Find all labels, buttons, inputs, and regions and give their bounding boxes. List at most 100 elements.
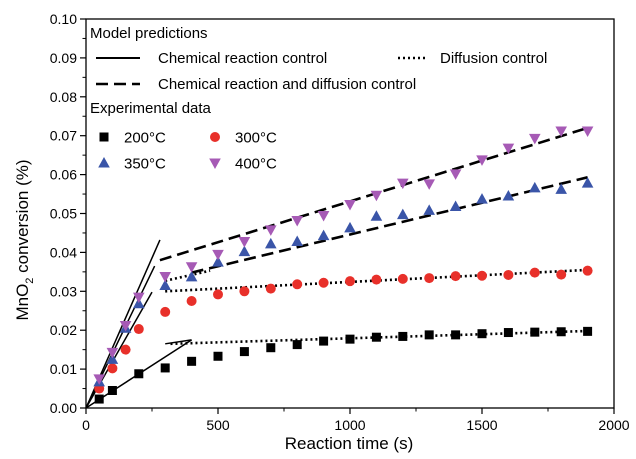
data-point (345, 276, 355, 287)
data-point (185, 262, 198, 273)
data-point (317, 210, 330, 222)
y-tick-label: 0.06 (50, 167, 77, 183)
data-point (450, 271, 461, 282)
data-point (529, 181, 541, 193)
data-point (582, 265, 593, 276)
y-tick-label: 0.09 (50, 50, 77, 66)
data-point (477, 270, 487, 281)
data-point (265, 237, 277, 249)
data-point (133, 324, 144, 335)
data-point (292, 340, 302, 350)
data-point (371, 332, 381, 342)
legend-series-label: 300°C (235, 130, 277, 147)
data-point (344, 221, 356, 233)
data-point (186, 296, 197, 307)
data-point (239, 286, 250, 297)
legend-series-label: 200°C (124, 130, 166, 147)
legend-model-heading: Model predictions (90, 25, 208, 42)
data-point (160, 306, 171, 317)
data-point (555, 126, 567, 138)
data-point (185, 270, 198, 282)
legend-marker (209, 158, 221, 169)
x-tick-label: 1500 (466, 417, 497, 433)
data-point (266, 343, 276, 353)
data-point (317, 229, 330, 241)
data-point (397, 208, 409, 220)
data-point (345, 334, 355, 344)
x-tick-label: 0 (82, 417, 90, 433)
data-points (93, 126, 594, 404)
data-point (503, 328, 513, 338)
y-tick-label: 0.08 (50, 89, 77, 105)
x-axis-title: Reaction time (s) (285, 434, 413, 453)
legend-chem-label: Chemical reaction control (158, 50, 327, 67)
data-point (583, 326, 593, 336)
legend-series-label: 400°C (235, 156, 277, 173)
data-point (265, 283, 276, 294)
y-tick-label: 0.07 (50, 128, 77, 144)
data-point (502, 189, 515, 201)
data-point (503, 269, 514, 280)
legend-diff-label: Diffusion control (440, 50, 547, 67)
series-1 (94, 265, 593, 394)
data-point (93, 374, 105, 385)
data-point (529, 267, 540, 278)
data-point (291, 216, 303, 227)
legend-exp-heading: Experimental data (90, 100, 212, 117)
axes: 0 500 1000 1500 2000 0.00 0.01 0.02 0.03 0.04 0.05… (50, 11, 630, 433)
y-tick-label: 0.04 (50, 244, 77, 260)
y-tick-label: 0.03 (50, 283, 77, 299)
series-3 (93, 126, 594, 385)
data-point (397, 273, 408, 284)
data-point (106, 353, 119, 364)
legend-both-label: Chemical reaction and diffusion control (158, 76, 416, 93)
data-point (581, 177, 594, 188)
data-point (159, 279, 171, 290)
data-point (239, 347, 249, 357)
data-point (555, 183, 567, 194)
y-axis-title: MnO2 conversion (%) (13, 159, 36, 320)
data-point (238, 245, 251, 257)
data-point (449, 169, 462, 180)
data-point (212, 249, 224, 261)
data-point (424, 273, 435, 284)
data-point (213, 289, 223, 300)
y-tick-label: 0.00 (50, 400, 77, 416)
legend: Model predictions Chemical reaction cont… (90, 25, 547, 173)
data-point (94, 394, 104, 404)
y-tick-label: 0.02 (50, 322, 77, 338)
data-point (476, 193, 488, 204)
data-point (187, 356, 197, 366)
data-point (265, 225, 277, 236)
data-point (476, 155, 488, 166)
data-point (398, 331, 408, 341)
data-point (107, 385, 117, 395)
data-point (581, 126, 594, 138)
x-tick-label: 1000 (334, 417, 365, 433)
data-point (319, 336, 329, 346)
data-point (477, 329, 487, 339)
y-tick-label: 0.05 (50, 206, 77, 222)
data-point (370, 190, 383, 202)
data-point (451, 330, 461, 340)
data-point (120, 344, 131, 355)
data-point (424, 330, 434, 340)
data-point (423, 204, 435, 215)
data-point (159, 272, 171, 283)
data-point (119, 321, 132, 332)
x-tick-label: 2000 (598, 417, 629, 433)
data-point (530, 327, 540, 337)
data-point (371, 274, 382, 285)
data-point (292, 279, 303, 290)
data-point (449, 200, 462, 211)
data-point (556, 327, 566, 337)
data-point (556, 269, 567, 280)
y-tick-label: 0.10 (50, 11, 77, 27)
legend-series-label: 350°C (124, 156, 166, 173)
x-tick-label: 500 (206, 417, 230, 433)
legend-marker (210, 132, 220, 142)
data-point (133, 292, 145, 304)
series-2 (93, 177, 594, 387)
legend-marker (99, 132, 109, 142)
